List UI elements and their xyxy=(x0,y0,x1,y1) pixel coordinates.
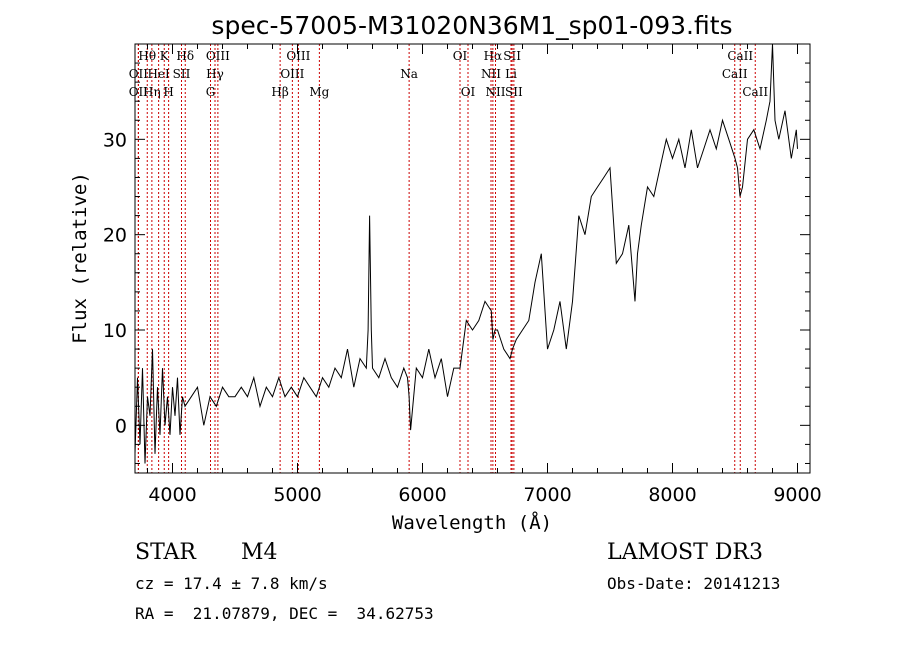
plot-frame xyxy=(134,43,811,474)
spectral-line-label: CaII xyxy=(722,67,748,81)
y-tick-label: 0 xyxy=(115,415,127,437)
spectrum-line xyxy=(134,43,798,464)
survey-name: LAMOST DR3 xyxy=(607,540,763,565)
spectral-line-label: K xyxy=(160,49,170,63)
spectral-line-label: SII xyxy=(505,85,523,99)
spectral-line-label: OI xyxy=(461,85,476,99)
x-tick-label: 5000 xyxy=(273,484,321,506)
x-tick-label: 7000 xyxy=(523,484,571,506)
spectral-line-label: Hγ xyxy=(206,67,224,81)
y-axis-label: Flux (relative) xyxy=(69,172,91,344)
object-subclass: M4 xyxy=(241,540,278,565)
observation-date: Obs-Date: 20141213 xyxy=(607,574,781,593)
chart-title: spec-57005-M31020N36M1_sp01-093.fits xyxy=(211,11,732,40)
spectral-line-label: Hη xyxy=(143,85,161,99)
spectral-line-label: NII xyxy=(481,67,501,81)
axes: 4000 5000 6000 7000 8000 9000 0 10 20 30 xyxy=(103,43,822,506)
spectral-line-label: OIII xyxy=(286,49,310,63)
object-class: STAR xyxy=(135,540,196,565)
x-tick-label: 8000 xyxy=(648,484,696,506)
spectral-line-label: H xyxy=(163,85,173,99)
plot-area xyxy=(134,43,798,464)
x-axis-label: Wavelength (Å) xyxy=(392,511,552,534)
spectral-line-label: CaII xyxy=(742,85,768,99)
x-tick-label: 9000 xyxy=(773,484,821,506)
spectral-line-label: OIII xyxy=(280,67,304,81)
spectral-line-label: OIII xyxy=(206,49,230,63)
spectral-line-label: Hβ xyxy=(271,85,288,99)
spectral-line-label: G xyxy=(206,85,216,99)
spectral-line-label: NII xyxy=(486,85,506,99)
spectral-line-label: SII xyxy=(173,67,191,81)
spectral-line-label: Na xyxy=(400,67,418,81)
spectral-line-label: OII xyxy=(129,85,149,99)
spectral-line-label: Mg xyxy=(309,85,329,99)
y-tick-label: 10 xyxy=(103,320,127,342)
x-tick-label: 6000 xyxy=(398,484,446,506)
y-tick-label: 30 xyxy=(103,129,127,151)
spectral-line-label: Hα xyxy=(484,49,503,63)
spectral-line-label: HeI xyxy=(147,67,170,81)
redshift-cz: cz = 17.4 ± 7.8 km/s xyxy=(135,574,328,593)
spectral-line-label: SII xyxy=(503,49,521,63)
spectral-line-label: Li xyxy=(505,67,517,81)
y-tick-label: 20 xyxy=(103,225,127,247)
spectral-line-label: OI xyxy=(453,49,468,63)
x-tick-label: 4000 xyxy=(148,484,196,506)
spectral-line-label: Hδ xyxy=(176,49,194,63)
spectral-line-label: Hθ xyxy=(138,49,156,63)
coordinates: RA = 21.07879, DEC = 34.62753 xyxy=(135,604,434,623)
spectral-line-label: CaII xyxy=(727,49,753,63)
